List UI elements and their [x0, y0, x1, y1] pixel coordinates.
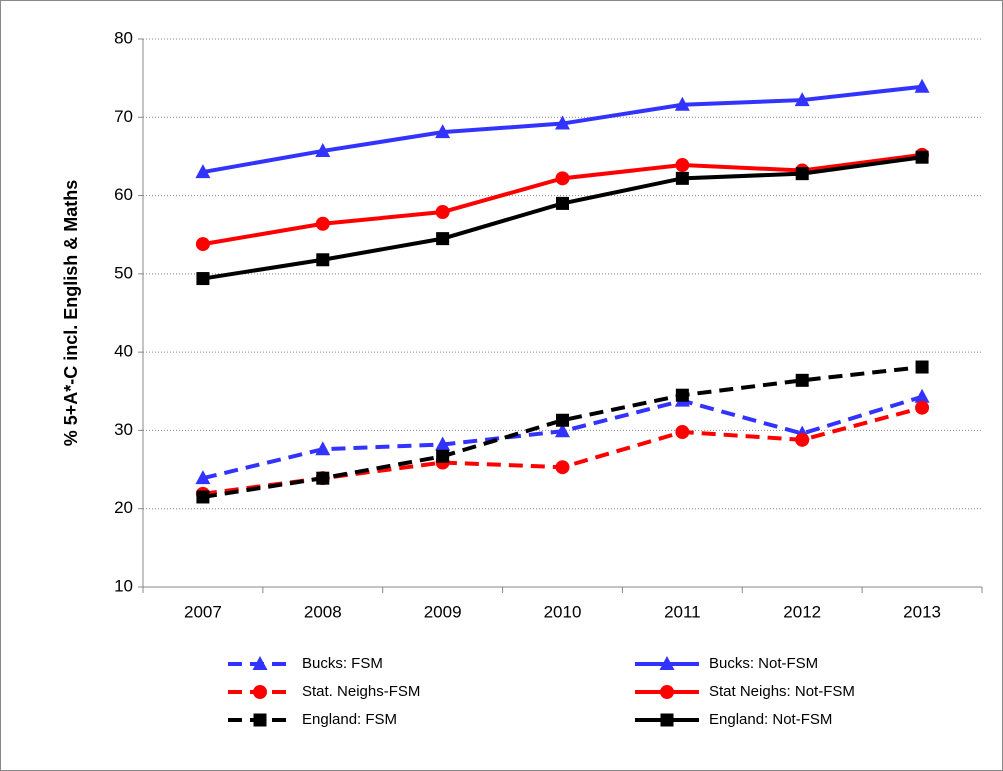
data-point [196, 272, 210, 286]
data-point [795, 373, 809, 387]
data-point [555, 460, 570, 475]
x-tick-label: 2009 [424, 602, 462, 621]
data-point [435, 205, 450, 220]
data-point [914, 78, 930, 93]
y-tick-label: 80 [114, 28, 133, 47]
x-tick-label: 2013 [903, 602, 941, 621]
data-point [436, 449, 450, 463]
y-tick-label: 30 [114, 420, 133, 439]
legend-label: England: Not-FSM [709, 711, 832, 728]
data-point [555, 171, 570, 186]
y-axis-label: % 5+A*-C incl. English & Maths [61, 180, 81, 447]
data-point [195, 470, 211, 485]
x-tick-label: 2011 [664, 602, 701, 621]
data-point [555, 115, 570, 130]
y-tick-label: 50 [114, 263, 133, 282]
legend-marker [659, 656, 675, 670]
legend-label: Stat. Neighs-FSM [302, 683, 420, 700]
data-point [196, 490, 210, 504]
legend-marker [253, 685, 267, 699]
data-point [195, 164, 211, 179]
data-point [674, 96, 690, 111]
data-point [556, 413, 569, 427]
data-point [316, 253, 330, 267]
y-tick-label: 40 [114, 342, 133, 361]
data-point [675, 388, 689, 402]
y-tick-label: 10 [114, 576, 133, 595]
legend-label: Bucks: Not-FSM [709, 655, 818, 672]
legend-label: England: FSM [302, 711, 397, 728]
y-tick-label: 70 [114, 107, 133, 126]
data-point [315, 216, 330, 231]
data-point [675, 424, 690, 439]
legend-label: Stat Neighs: Not-FSM [709, 683, 855, 700]
data-point [914, 388, 930, 403]
data-point [316, 471, 330, 485]
x-tick-label: 2010 [544, 602, 582, 621]
data-point [435, 124, 451, 139]
data-point [795, 167, 809, 181]
y-tick-label: 20 [114, 498, 133, 517]
legend-marker [252, 656, 268, 670]
data-point [556, 196, 569, 210]
legend-marker [660, 713, 674, 727]
data-point [555, 423, 570, 438]
data-point [195, 237, 210, 252]
data-point [794, 92, 810, 107]
legend-marker [660, 685, 674, 699]
x-tick-label: 2012 [783, 602, 821, 621]
data-point [435, 436, 451, 451]
data-point [436, 232, 450, 246]
legend-marker [253, 713, 267, 727]
data-point [315, 142, 331, 157]
data-point [675, 158, 690, 173]
data-point [915, 360, 929, 374]
data-point [915, 400, 930, 415]
data-point [675, 171, 689, 185]
data-point [795, 432, 810, 447]
legend-label: Bucks: FSM [302, 655, 383, 672]
x-tick-label: 2007 [184, 602, 222, 621]
data-point [315, 441, 331, 456]
data-point [915, 150, 929, 164]
x-tick-label: 2008 [304, 602, 342, 621]
y-tick-label: 60 [114, 185, 133, 204]
